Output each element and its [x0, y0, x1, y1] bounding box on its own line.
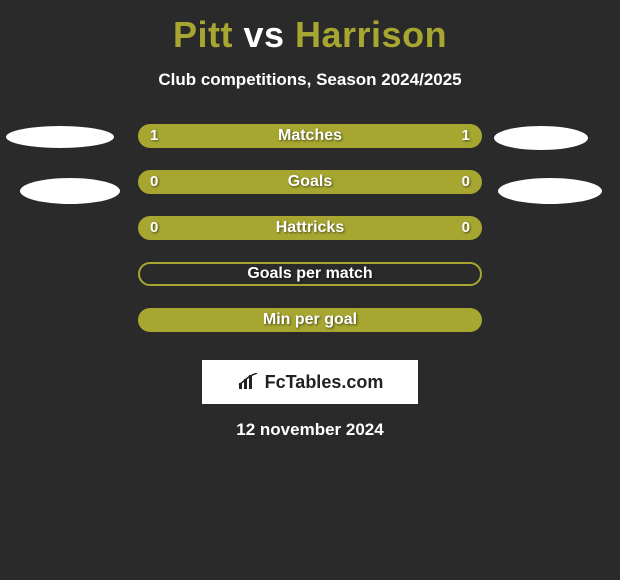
stat-right-value: 0 [462, 170, 470, 194]
player-a-name: Pitt [173, 14, 233, 55]
stat-row: Goals per match [0, 262, 620, 308]
bar-chart-icon [237, 373, 259, 391]
stat-label: Goals per match [138, 262, 482, 286]
player-photo-placeholder [494, 126, 588, 150]
player-photo-placeholder [498, 178, 602, 204]
stat-rows: 1 Matches 1 0 Goals 0 0 Hattricks 0 Goal… [0, 124, 620, 354]
subtitle: Club competitions, Season 2024/2025 [0, 70, 620, 90]
source-logo: FcTables.com [202, 360, 418, 404]
vs-text: vs [243, 14, 284, 55]
date-text: 12 november 2024 [0, 420, 620, 440]
source-logo-text: FcTables.com [265, 372, 384, 393]
player-photo-placeholder [6, 126, 114, 148]
stat-label: Min per goal [138, 308, 482, 332]
stat-row: 0 Hattricks 0 [0, 216, 620, 262]
player-photo-placeholder [20, 178, 120, 204]
player-b-name: Harrison [295, 14, 447, 55]
stat-row: Min per goal [0, 308, 620, 354]
page-title: Pitt vs Harrison [0, 0, 620, 56]
stat-label: Hattricks [138, 216, 482, 240]
stat-right-value: 1 [462, 124, 470, 148]
stat-right-value: 0 [462, 216, 470, 240]
stat-label: Goals [138, 170, 482, 194]
stat-label: Matches [138, 124, 482, 148]
